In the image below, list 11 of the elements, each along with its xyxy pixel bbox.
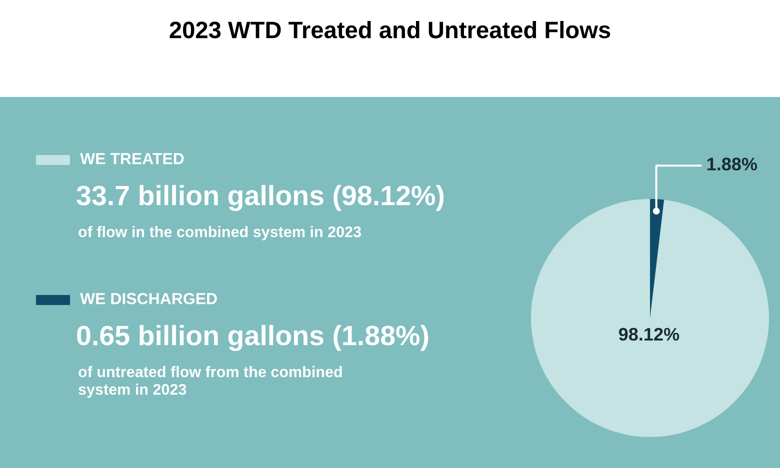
chart-title: 2023 WTD Treated and Untreated Flows (170, 20, 610, 38)
pie-slice (530, 198, 770, 438)
pie-slice (650, 198, 664, 318)
text: 33.7 billion gallons (98.12%) (76, 184, 444, 212)
data-label: 98.12% (618, 328, 680, 341)
legend-label: WE TREATED (80, 153, 184, 164)
text: of flow in the combined system in 2023 (78, 226, 361, 240)
text: 0.65 billion gallons (1.88%) (77, 324, 428, 352)
legend-label: WE DISCHARGED (80, 292, 217, 304)
data-label: 1.88% (707, 158, 758, 170)
text: of untreated flow from the combined system in 2023 (78, 366, 342, 398)
